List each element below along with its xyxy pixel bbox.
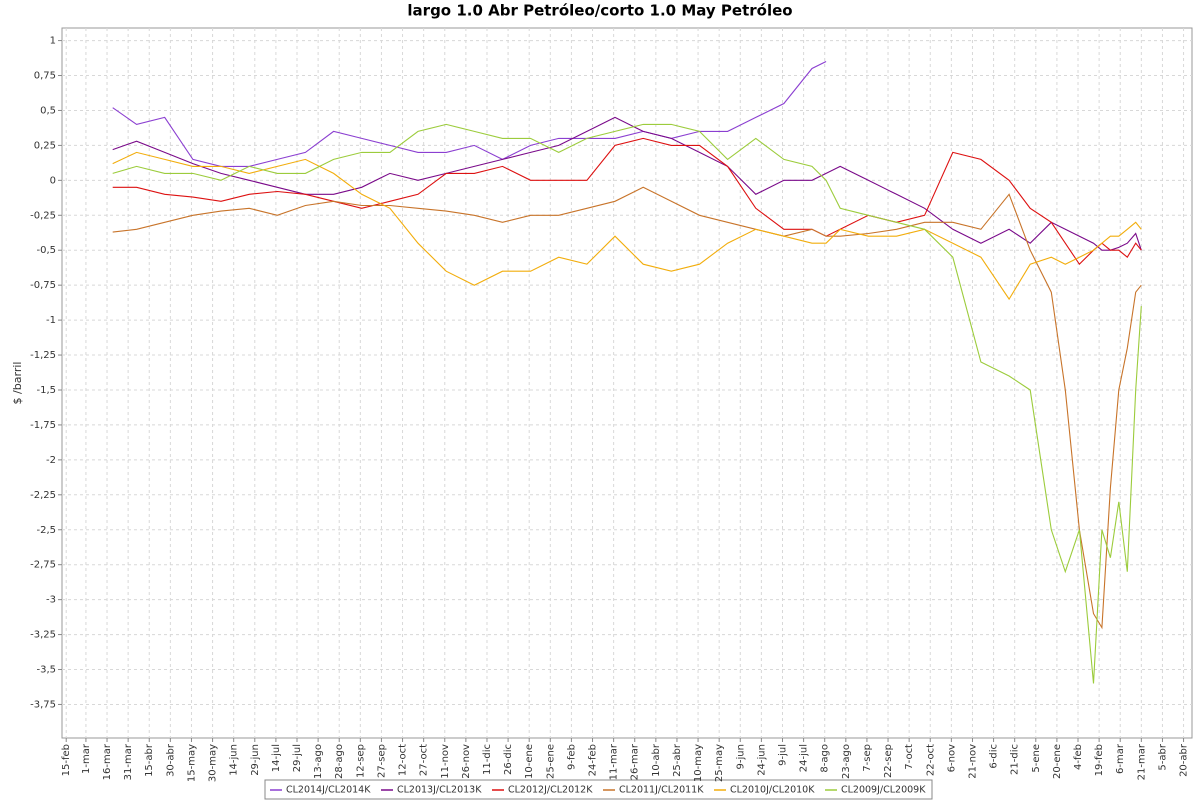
x-tick-label: 20-abr bbox=[1179, 743, 1190, 777]
y-tick-label: -1 bbox=[46, 315, 56, 326]
y-tick-label: 0,5 bbox=[40, 105, 56, 116]
x-tick-label: 7-oct bbox=[904, 744, 915, 770]
x-tick-label: 27-sep bbox=[376, 744, 387, 778]
x-tick-label: 11-nov bbox=[440, 744, 451, 779]
x-tick-label: 16-mar bbox=[102, 743, 113, 780]
x-tick-label: 14-jul bbox=[271, 744, 282, 772]
x-tick-label: 25-ene bbox=[545, 744, 556, 779]
x-tick-label: 15-may bbox=[186, 744, 197, 782]
x-tick-label: 11-mar bbox=[609, 743, 620, 780]
x-tick-label: 10-may bbox=[693, 744, 704, 782]
x-tick-label: 22-oct bbox=[925, 744, 936, 776]
legend-label: CL2011J/CL2011K bbox=[619, 785, 704, 796]
y-tick-label: 0,25 bbox=[34, 140, 56, 151]
x-tick-label: 21-mar bbox=[1136, 743, 1147, 780]
x-tick-label: 5-ene bbox=[1031, 744, 1042, 773]
y-tick-label: -0,75 bbox=[30, 280, 56, 291]
x-tick-label: 26-mar bbox=[630, 743, 641, 780]
x-tick-label: 4-feb bbox=[1073, 744, 1084, 770]
series-line bbox=[112, 137, 1142, 266]
y-tick-label: 0,75 bbox=[34, 71, 56, 82]
series-line bbox=[112, 61, 827, 167]
legend-label: CL2009J/CL2009K bbox=[841, 785, 926, 796]
y-tick-label: -3,5 bbox=[36, 665, 56, 676]
x-tick-label: 22-sep bbox=[883, 744, 894, 778]
y-tick-label: -2,75 bbox=[30, 560, 56, 571]
x-tick-label: 31-mar bbox=[123, 743, 134, 780]
y-tick-label: -2 bbox=[46, 455, 56, 466]
x-tick-label: 15-feb bbox=[61, 744, 72, 776]
x-tick-label: 10-ene bbox=[524, 744, 535, 779]
x-tick-label: 10-abr bbox=[651, 743, 662, 777]
x-tick-label: 6-dic bbox=[989, 744, 1000, 769]
x-tick-label: 29-jun bbox=[250, 744, 261, 776]
x-tick-label: 29-jul bbox=[292, 744, 303, 772]
x-tick-label: 11-dic bbox=[482, 744, 493, 775]
x-tick-label: 6-nov bbox=[946, 744, 957, 772]
x-tick-label: 14-jun bbox=[229, 744, 240, 776]
y-tick-label: -1,5 bbox=[36, 385, 56, 396]
y-tick-label: 0 bbox=[50, 175, 56, 186]
y-tick-label: -3 bbox=[46, 595, 56, 606]
y-tick-label: -0,25 bbox=[30, 210, 56, 221]
x-tick-label: 21-nov bbox=[967, 744, 978, 779]
x-tick-label: 20-ene bbox=[1052, 744, 1063, 779]
x-tick-label: 13-ago bbox=[313, 744, 324, 779]
x-tick-label: 24-jun bbox=[756, 744, 767, 776]
x-tick-label: 24-jul bbox=[799, 744, 810, 772]
y-tick-label: -2,5 bbox=[36, 525, 56, 536]
x-tick-label: 9-jun bbox=[735, 744, 746, 769]
x-tick-label: 9-jul bbox=[777, 744, 788, 766]
x-tick-label: 15-abr bbox=[144, 743, 155, 777]
series-line bbox=[112, 186, 1142, 630]
legend-label: CL2012J/CL2012K bbox=[508, 785, 593, 796]
x-tick-label: 9-feb bbox=[566, 744, 577, 770]
x-tick-label: 7-sep bbox=[862, 744, 873, 772]
x-tick-label: 1-mar bbox=[81, 743, 92, 774]
legend bbox=[264, 779, 933, 800]
x-tick-label: 12-oct bbox=[398, 744, 409, 776]
legend-label: CL2014J/CL2014K bbox=[286, 785, 371, 796]
x-tick-label: 30-may bbox=[208, 744, 219, 782]
y-tick-label: 1 bbox=[50, 36, 56, 47]
x-tick-label: 6-mar bbox=[1115, 743, 1126, 774]
x-tick-label: 30-abr bbox=[165, 743, 176, 777]
y-tick-label: -1,25 bbox=[30, 350, 56, 361]
x-tick-label: 21-dic bbox=[1010, 744, 1021, 775]
x-tick-label: 24-feb bbox=[588, 744, 599, 776]
x-tick-label: 26-nov bbox=[461, 744, 472, 779]
x-tick-label: 19-feb bbox=[1094, 744, 1105, 776]
x-tick-label: 8-ago bbox=[820, 744, 831, 773]
y-tick-label: -2,25 bbox=[30, 490, 56, 501]
x-tick-label: 28-ago bbox=[334, 744, 345, 779]
x-tick-label: 26-dic bbox=[503, 744, 514, 775]
y-tick-label: -0,5 bbox=[36, 245, 56, 256]
chart-title: largo 1.0 Abr Petróleo/corto 1.0 May Pet… bbox=[407, 2, 792, 20]
x-tick-label: 23-ago bbox=[841, 744, 852, 779]
series-line bbox=[112, 151, 1142, 301]
x-tick-label: 27-oct bbox=[419, 744, 430, 776]
y-tick-label: -1,75 bbox=[30, 420, 56, 431]
legend-label: CL2013J/CL2013K bbox=[397, 785, 482, 796]
plot-area bbox=[61, 27, 1193, 739]
x-tick-label: 25-abr bbox=[672, 743, 683, 777]
x-tick-label: 25-may bbox=[714, 744, 725, 782]
x-tick-label: 5-abr bbox=[1157, 743, 1168, 770]
series-line bbox=[112, 123, 1142, 684]
y-tick-label: -3,25 bbox=[30, 630, 56, 641]
x-tick-label: 12-sep bbox=[355, 744, 366, 778]
y-tick-label: -3,75 bbox=[30, 699, 56, 710]
y-axis-label: $ /barril bbox=[11, 362, 24, 405]
legend-label: CL2010J/CL2010K bbox=[730, 785, 815, 796]
